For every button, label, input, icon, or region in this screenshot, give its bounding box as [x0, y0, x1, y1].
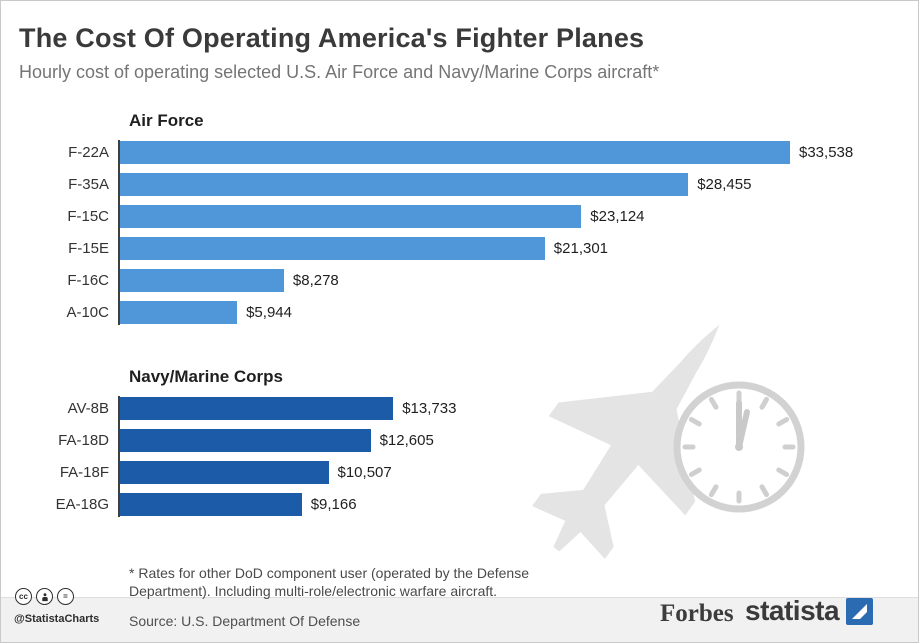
chart-row: F-15E $21,301: [21, 237, 853, 260]
source-text: Source: U.S. Department Of Defense: [129, 613, 361, 629]
chart-group-navy-marine: Navy/Marine Corps AV-8B $13,733 FA-18D $12,…: [21, 367, 456, 517]
category-label: F-16C: [67, 272, 109, 289]
chart-row: F-15C $23,124: [21, 205, 853, 228]
statista-mark-icon: [846, 597, 874, 625]
chart-row: F-16C $8,278: [21, 269, 853, 292]
value-label: $8,278: [292, 272, 339, 289]
value-bar: [118, 141, 790, 164]
value-bar: [118, 493, 302, 516]
value-label: $5,944: [246, 304, 292, 321]
value-label: $10,507: [337, 464, 392, 481]
clock-icon: [673, 381, 805, 513]
value-label: $12,605: [379, 432, 434, 449]
value-label: $21,301: [553, 240, 609, 257]
category-label: FA-18D: [58, 432, 109, 449]
cc-icon: cc: [15, 588, 32, 605]
chart-row: EA-18G $9,166: [21, 493, 456, 516]
value-bar: [118, 205, 582, 228]
value-bar: [118, 429, 371, 452]
equals-glyph: =: [63, 592, 68, 601]
value-bar: [118, 461, 329, 484]
attribution-person-icon: [36, 588, 53, 605]
category-label: F-15E: [68, 240, 109, 257]
statista-charts-credit: @StatistaCharts: [14, 613, 100, 625]
page-title: The Cost Of Operating America's Fighter …: [19, 23, 645, 53]
category-label: FA-18F: [59, 464, 109, 481]
statista-wordmark: statista: [745, 595, 840, 626]
category-label: EA-18G: [55, 496, 109, 513]
chart-row: F-35A $28,455: [21, 173, 853, 196]
forbes-logo: Forbes: [660, 600, 734, 627]
category-label: F-15C: [67, 208, 109, 225]
value-label: $28,455: [697, 176, 752, 193]
page-subtitle: Hourly cost of operating selected U.S. A…: [19, 62, 660, 82]
value-bar: [118, 269, 284, 292]
value-bar: [118, 301, 238, 324]
value-label: $13,733: [402, 400, 457, 417]
bar-rows-navy-marine: AV-8B $13,733 FA-18D $12,605 FA-18F $10,507 EA…: [21, 396, 456, 517]
value-label: $9,166: [310, 496, 357, 513]
category-label: AV-8B: [67, 400, 109, 417]
value-label: $33,538: [799, 144, 854, 161]
category-label: A-10C: [66, 304, 109, 321]
chart-row: A-10C $5,944: [21, 301, 853, 324]
footer-band: [1, 597, 918, 642]
chart-row: F-22A $33,538: [21, 141, 853, 164]
cc-glyph: cc: [19, 592, 28, 601]
group-title-navy-marine: Navy/Marine Corps: [129, 367, 283, 386]
footnote-line-2: Department). Including multi-role/electr…: [129, 583, 498, 600]
equals-icon: =: [57, 588, 74, 605]
value-bar: [118, 237, 545, 260]
value-bar: [118, 397, 394, 420]
chart-group-air-force: Air Force F-22A $33,538 F-35A $28,455 F-15C $…: [21, 111, 853, 325]
bar-rows-air-force: F-22A $33,538 F-35A $28,455 F-15C $23,124 F-15…: [21, 140, 853, 325]
chart-row: AV-8B $13,733: [21, 397, 456, 420]
category-label: F-22A: [68, 144, 109, 161]
fighter-jet-silhouette-icon: [532, 324, 720, 559]
footnote-line-1: * Rates for other DoD component user (op…: [129, 565, 529, 581]
chart-row: FA-18F $10,507: [21, 461, 456, 484]
license-icons: cc =: [15, 588, 74, 605]
group-title-air-force: Air Force: [129, 111, 204, 130]
statista-logo: statista: [745, 595, 874, 627]
category-label: F-35A: [68, 176, 109, 193]
footnote: * Rates for other DoD component user (op…: [129, 564, 529, 600]
value-bar: [118, 173, 689, 196]
value-label: $23,124: [590, 208, 645, 225]
person-icon: [41, 592, 48, 601]
chart-row: FA-18D $12,605: [21, 429, 456, 452]
